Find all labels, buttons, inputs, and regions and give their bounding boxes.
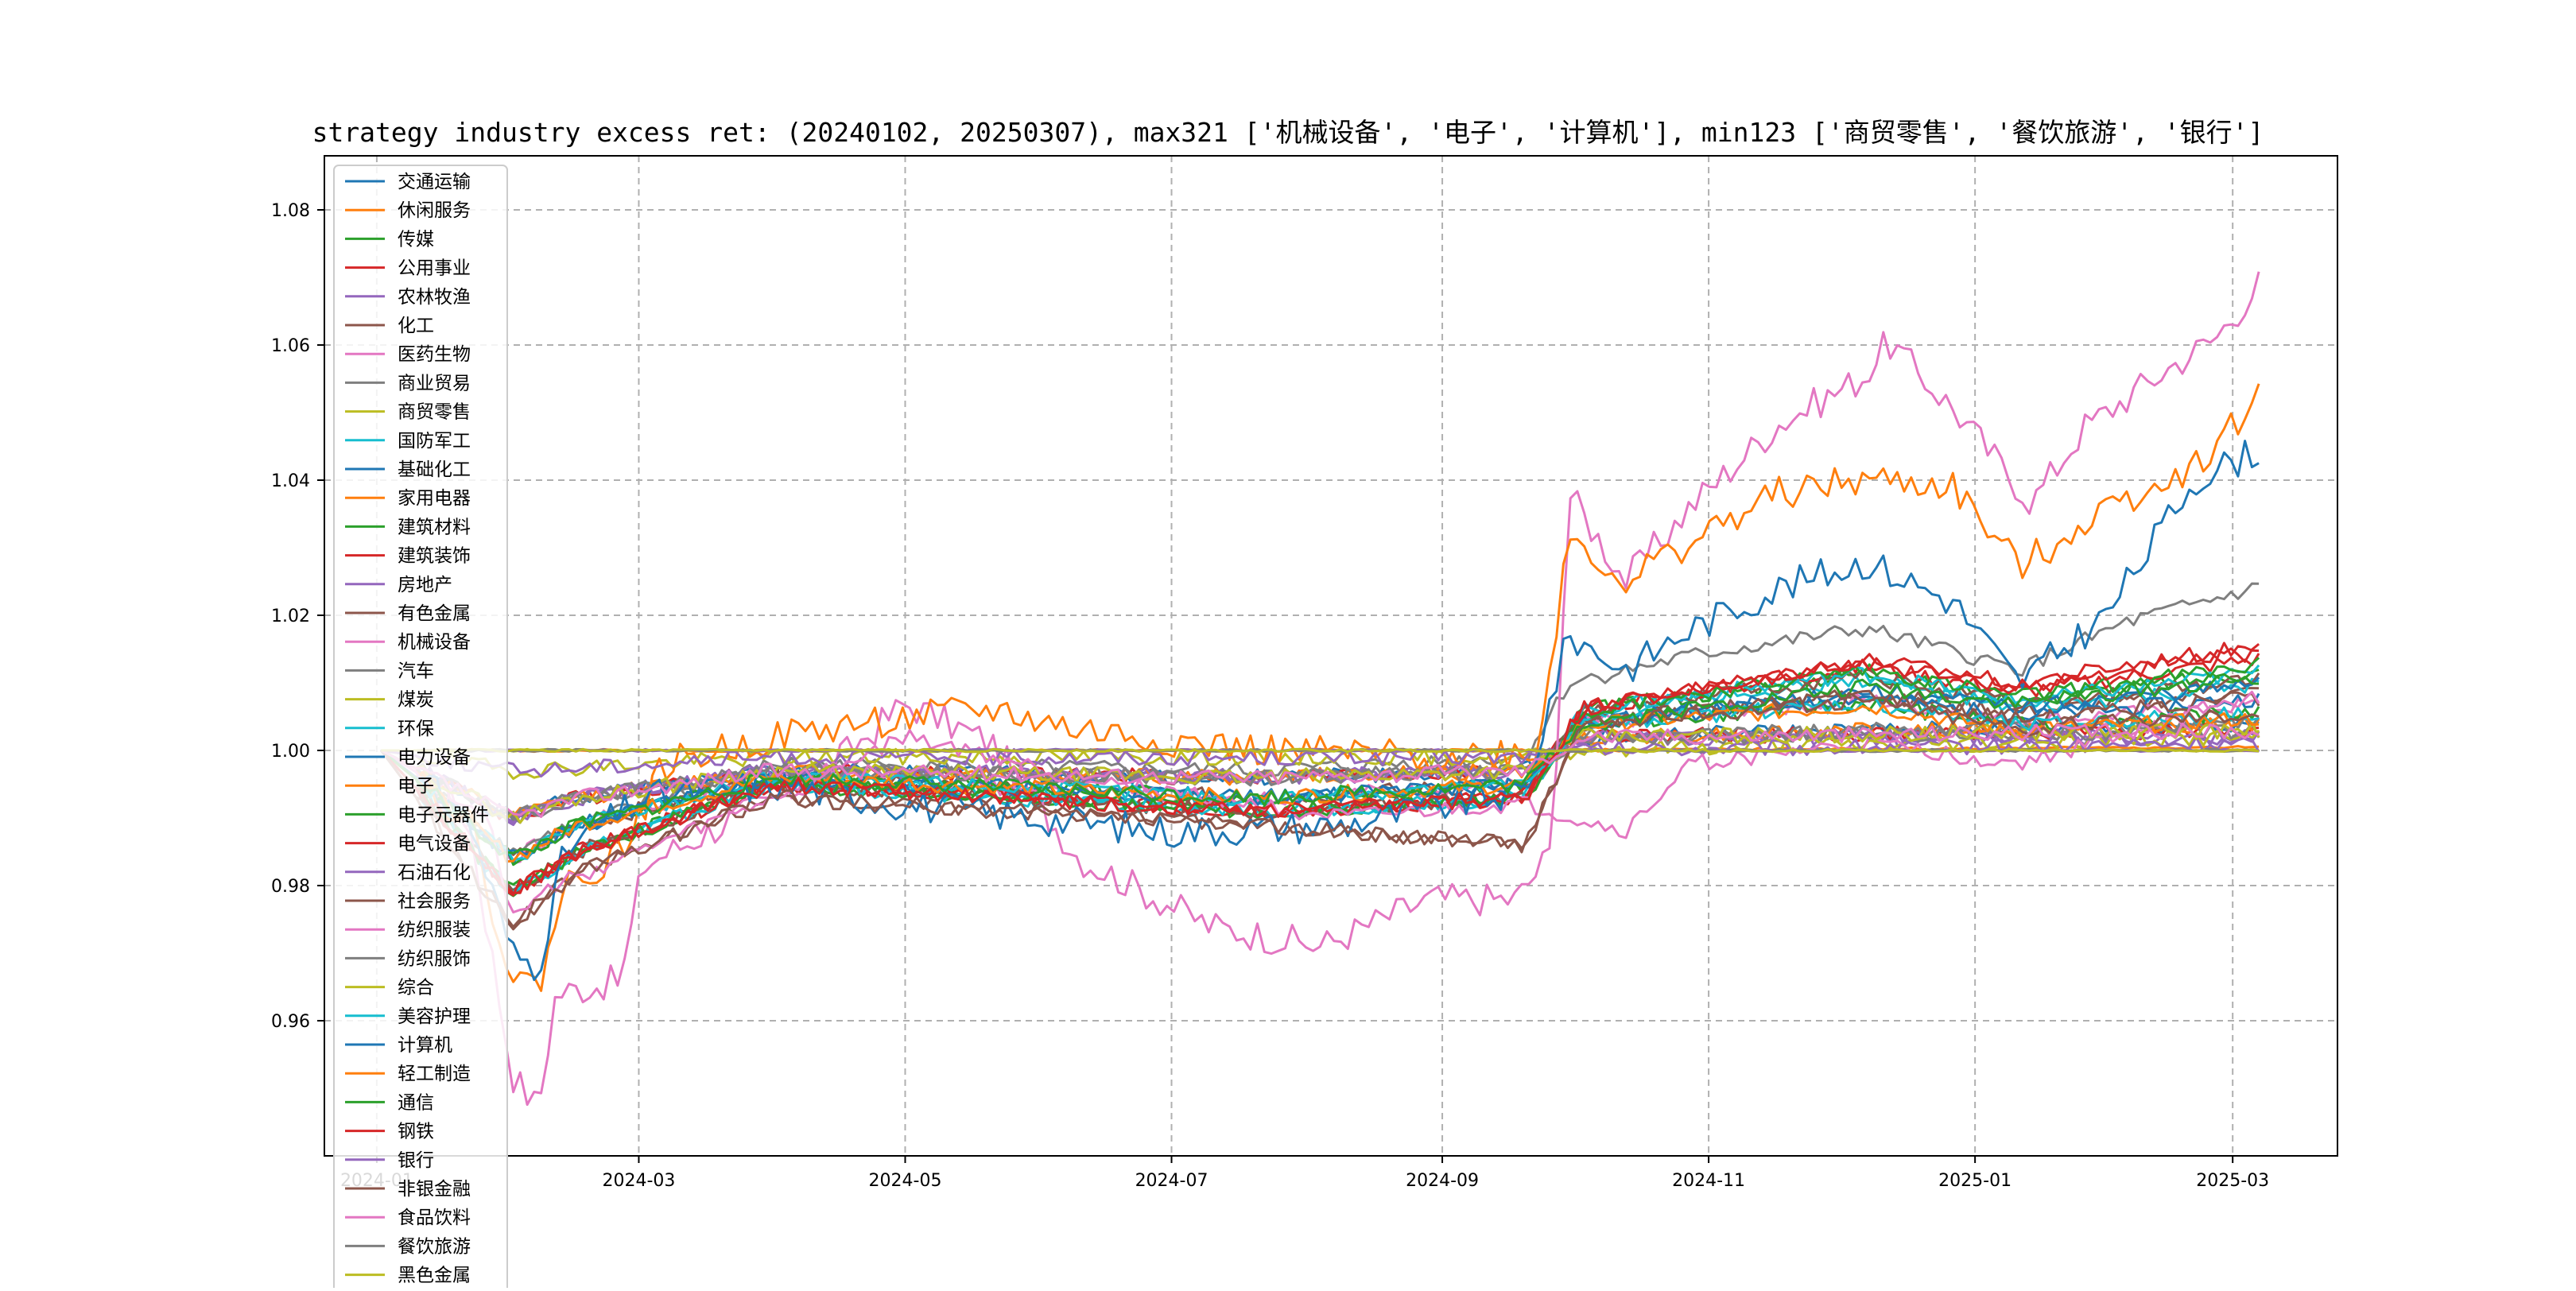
legend-label: 餐饮旅游	[398, 1236, 471, 1257]
legend-label: 建筑装饰	[398, 546, 471, 567]
series-line	[380, 722, 2260, 821]
legend-label: 电力设备	[398, 747, 471, 768]
legend-label: 社会服务	[398, 891, 471, 912]
chart-title: strategy industry excess ret: (20240102,…	[312, 117, 2264, 148]
series-line	[380, 642, 2260, 897]
legend-label: 机械设备	[398, 632, 471, 653]
legend-label: 公用事业	[398, 258, 471, 279]
series-line	[380, 677, 2260, 856]
legend-label: 纺织服饰	[398, 948, 471, 969]
legend-label: 食品饮料	[398, 1208, 471, 1228]
series-line	[380, 721, 2260, 824]
legend-label: 化工	[398, 316, 434, 336]
legend-label: 煤炭	[398, 690, 434, 711]
y-tick-label: 1.06	[271, 336, 310, 356]
legend-label: 农林牧渔	[398, 287, 471, 308]
legend-label: 家用电器	[398, 488, 471, 509]
legend-label: 美容护理	[398, 1006, 471, 1027]
y-tick-label: 1.02	[271, 607, 310, 626]
legend-label: 休闲服务	[398, 200, 471, 221]
y-tick-label: 0.98	[271, 877, 310, 897]
legend: 交通运输休闲服务传媒公用事业农林牧渔化工医药生物商业贸易商贸零售国防军工基础化工…	[333, 165, 508, 1291]
y-tick-label: 1.00	[271, 742, 310, 762]
y-tick-label: 1.04	[271, 471, 310, 491]
legend-label: 通信	[398, 1092, 434, 1113]
x-tick-label: 2024-09	[1406, 1171, 1479, 1191]
legend-box	[333, 165, 508, 1291]
plot-frame	[324, 155, 2338, 1157]
legend-label: 有色金属	[398, 603, 471, 624]
legend-label: 电子元器件	[398, 804, 489, 825]
legend-label: 电气设备	[398, 834, 471, 855]
x-tick-label: 2024-11	[1672, 1171, 1745, 1191]
legend-label: 交通运输	[398, 172, 471, 192]
legend-label: 电子	[398, 776, 434, 797]
legend-label: 银行	[398, 1150, 434, 1171]
legend-label: 非银金融	[398, 1179, 471, 1200]
legend-label: 国防军工	[398, 431, 471, 452]
legend-label: 纺织服装	[398, 920, 471, 940]
legend-label: 基础化工	[398, 459, 471, 480]
legend-label: 环保	[398, 719, 434, 739]
legend-label: 轻工制造	[398, 1064, 471, 1084]
x-tick-label: 2025-01	[1938, 1171, 2012, 1191]
legend-label: 黑色金属	[398, 1266, 471, 1286]
x-tick-label: 2024-05	[869, 1171, 942, 1191]
legend-label: 商业贸易	[398, 373, 471, 394]
legend-label: 商贸零售	[398, 402, 471, 423]
legend-label: 综合	[398, 978, 434, 998]
legend-label: 钢铁	[398, 1122, 434, 1142]
series-line	[380, 692, 2260, 931]
series-line	[380, 673, 2260, 856]
x-tick-label: 2025-03	[2196, 1171, 2269, 1191]
series-line	[380, 722, 2260, 818]
legend-label: 传媒	[398, 229, 434, 250]
series-line	[380, 690, 2260, 914]
series-lines	[380, 271, 2260, 1107]
x-tick-label: 2024-03	[602, 1171, 675, 1191]
legend-label: 建筑材料	[398, 517, 471, 537]
legend-label: 石油石化	[398, 863, 471, 883]
legend-label: 计算机	[398, 1035, 452, 1056]
legend-label: 医药生物	[398, 344, 471, 365]
legend-label: 房地产	[398, 575, 452, 595]
y-tick-label: 0.96	[271, 1012, 310, 1032]
series-line	[380, 669, 2260, 893]
legend-label: 汽车	[398, 661, 434, 681]
x-tick-label: 2024-07	[1135, 1171, 1208, 1191]
y-tick-label: 1.08	[271, 201, 310, 221]
series-line	[381, 747, 2260, 754]
series-line	[380, 271, 2260, 1107]
series-line	[380, 383, 2260, 992]
